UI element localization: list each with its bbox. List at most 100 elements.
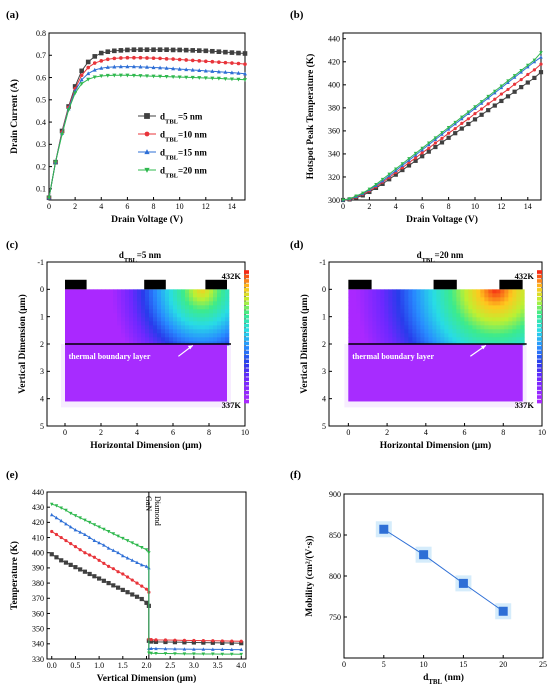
- colorbar-step: [244, 310, 249, 315]
- heat-cell: [93, 293, 98, 298]
- data-point: [230, 652, 234, 657]
- heat-cell: [500, 313, 505, 318]
- heat-cell: [464, 293, 469, 298]
- heat-cell: [400, 333, 405, 338]
- heat-cell: [508, 325, 513, 330]
- heat-cell: [416, 297, 421, 302]
- colorbar-step: [537, 288, 542, 292]
- heat-cell: [185, 297, 190, 302]
- heat-cell: [472, 301, 477, 306]
- heat-cell: [177, 337, 182, 342]
- heat-cell: [173, 325, 178, 330]
- panel-a-axes: 0 2 4 6 8 10 12 140.10.20.30.40.50.60.70.8Drain…: [9, 29, 248, 225]
- colorbar-step: [244, 319, 249, 323]
- colorbar-step: [537, 292, 542, 297]
- data-point: [119, 56, 123, 60]
- heat-cell: [161, 289, 166, 294]
- data-point: [177, 66, 182, 71]
- colorbar-max-label: 432K: [515, 271, 535, 281]
- heat-cell: [396, 309, 401, 314]
- heat-cell: [133, 297, 138, 302]
- heat-cell: [508, 337, 513, 342]
- heat-cell: [113, 289, 118, 294]
- heat-cell: [508, 309, 513, 314]
- data-point: [59, 506, 63, 510]
- colorbar-step: [244, 274, 249, 279]
- heat-cell: [113, 329, 118, 334]
- panel-d-title: dTBL=20 nm: [417, 250, 464, 264]
- heat-cell: [364, 325, 369, 330]
- data-point: [86, 71, 91, 76]
- heat-cell: [352, 297, 357, 302]
- heat-cell: [420, 309, 425, 314]
- heat-cell: [189, 337, 194, 342]
- heat-cell: [105, 317, 110, 322]
- heat-cell: [484, 321, 489, 326]
- heat-cell: [225, 293, 230, 298]
- heat-cell: [189, 305, 194, 310]
- heat-cell: [448, 313, 453, 318]
- heat-cell: [440, 289, 445, 294]
- heat-cell: [185, 321, 190, 326]
- data-point: [138, 55, 143, 60]
- heat-cell: [101, 297, 106, 302]
- x-tick-label: 14: [524, 202, 532, 211]
- heat-cell: [376, 333, 381, 338]
- heat-cell: [121, 337, 126, 342]
- heat-cell: [400, 289, 405, 294]
- heat-cell: [145, 317, 150, 322]
- heat-cell: [432, 289, 437, 294]
- data-point: [400, 166, 404, 170]
- heat-cell: [193, 305, 198, 310]
- heat-cell: [137, 321, 142, 326]
- heat-cell: [464, 321, 469, 326]
- electrode: [65, 279, 87, 290]
- heat-cell: [77, 337, 82, 342]
- heat-cell: [165, 333, 170, 338]
- heat-cell: [109, 309, 114, 314]
- legend-label: dTBL=20 nm: [160, 166, 207, 180]
- heat-cell: [448, 301, 453, 306]
- heat-cell: [73, 301, 78, 306]
- heat-cell: [372, 313, 377, 318]
- heat-cell: [416, 321, 421, 326]
- panel-c-title: dTBL=5 nm: [119, 250, 162, 264]
- heat-cell: [185, 309, 190, 314]
- heat-cell: [464, 329, 469, 334]
- heat-cell: [392, 333, 397, 338]
- heat-cell: [352, 321, 357, 326]
- y-tick-label: 1: [322, 312, 326, 321]
- colorbar-step: [244, 314, 249, 319]
- heat-cell: [89, 333, 94, 338]
- heat-cell: [185, 337, 190, 342]
- y-tick-label: 0.3: [36, 140, 46, 149]
- heat-cell: [105, 329, 110, 334]
- heat-cell: [456, 289, 461, 294]
- data-point: [197, 68, 202, 73]
- heat-cell: [440, 321, 445, 326]
- data-point: [480, 107, 484, 111]
- heat-cell: [468, 321, 473, 326]
- heat-cell: [488, 325, 493, 330]
- heat-cell: [512, 289, 517, 294]
- heat-cell: [416, 309, 421, 314]
- colorbar-step: [537, 332, 542, 337]
- data-point: [242, 51, 248, 56]
- heat-cell: [364, 309, 369, 314]
- heat-cell: [121, 325, 126, 330]
- heat-cell: [89, 337, 94, 342]
- heat-cell: [205, 293, 210, 298]
- heat-cell: [484, 309, 489, 314]
- heat-cell: [153, 289, 158, 294]
- data-point: [367, 187, 372, 191]
- series-e-1: [50, 529, 243, 643]
- data-point: [173, 652, 177, 656]
- heat-cell: [464, 305, 469, 310]
- heat-cell: [472, 313, 477, 318]
- colorbar-step: [537, 377, 542, 382]
- data-point: [92, 54, 98, 59]
- y-tick-label: 300: [328, 196, 340, 205]
- heat-cell: [129, 325, 134, 330]
- heat-cell: [81, 305, 86, 310]
